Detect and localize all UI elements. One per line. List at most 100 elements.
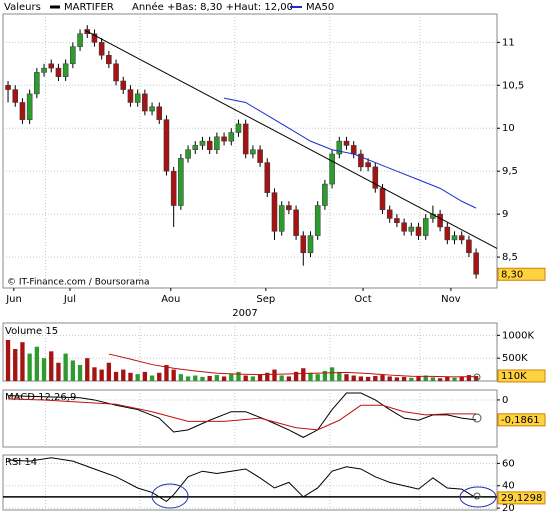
last-value-tag — [497, 413, 546, 427]
volume-bar — [229, 374, 234, 381]
candle-body — [142, 93, 148, 112]
volume-bar — [164, 365, 169, 381]
last-value-tag — [497, 491, 546, 505]
volume-bar — [221, 376, 227, 381]
volume-bar — [257, 374, 263, 381]
candle-body — [401, 222, 407, 232]
y-tick-label: 9 — [502, 209, 508, 220]
y-tick-label: 60 — [502, 458, 515, 469]
volume-bar — [243, 375, 248, 381]
volume-bar — [380, 375, 385, 381]
volume-bar — [193, 375, 198, 381]
y-tick-label: 0 — [502, 395, 508, 406]
candle-body — [26, 93, 33, 120]
volume-bar — [358, 376, 364, 381]
volume-bar — [135, 374, 140, 381]
volume-bar — [200, 376, 205, 381]
candle-body — [19, 102, 26, 120]
volume-bar — [394, 377, 400, 381]
volume-bar — [272, 369, 277, 381]
y-tick-label: 20 — [502, 503, 515, 512]
candle-body — [214, 136, 220, 150]
candle-body — [437, 213, 443, 228]
candle-body — [257, 149, 263, 163]
ma-line — [223, 97, 477, 209]
volume-bar — [416, 376, 421, 381]
legend-label: Valeurs — [4, 2, 41, 13]
candle-body — [322, 183, 328, 206]
candle-body — [329, 153, 335, 185]
candle-body — [250, 149, 256, 155]
candle-body — [178, 158, 184, 206]
candle-body — [221, 136, 227, 142]
volume-bar — [99, 369, 104, 381]
last-value-label: 110K — [501, 371, 527, 382]
marker-ring — [472, 413, 482, 423]
candle-body — [358, 153, 364, 168]
candle-body — [343, 140, 350, 146]
candle-body — [300, 235, 307, 254]
candle-body — [77, 33, 83, 47]
volume-bar — [13, 349, 18, 381]
x-tick-label: Jun — [5, 294, 22, 305]
candle-body — [98, 42, 105, 56]
last-value-tag — [497, 267, 546, 281]
volume-bar — [473, 375, 479, 381]
candle-body — [379, 188, 386, 211]
indicator-line — [8, 392, 477, 438]
volume-bar — [293, 371, 299, 381]
volume-bar — [185, 376, 191, 381]
x-tick-label: Aou — [161, 294, 180, 305]
candle-body — [106, 54, 112, 65]
x-tick-label: Jul — [63, 294, 76, 305]
candle-body — [408, 226, 415, 232]
candle-body — [293, 209, 299, 236]
y-tick-label: 10 — [502, 123, 515, 134]
candle-body — [336, 140, 343, 155]
volume-bar — [178, 374, 184, 381]
x-tick-label: Oct — [354, 294, 371, 305]
y-tick-label: 500K — [502, 353, 528, 364]
indicator-line — [8, 457, 477, 503]
x-tick-label: Nov — [441, 294, 461, 305]
volume-bar — [459, 376, 464, 381]
volume-bar — [236, 371, 241, 381]
volume-bar — [250, 376, 256, 381]
volume-bar — [373, 375, 378, 381]
candle-body — [365, 162, 371, 168]
volume-bar — [121, 369, 126, 381]
candle-body — [34, 72, 40, 95]
candle-body — [5, 85, 11, 90]
candle-body — [41, 67, 47, 73]
volume-bar — [365, 376, 371, 381]
highlight-ellipse — [151, 483, 189, 509]
candle-body — [170, 170, 177, 206]
volume-bar — [41, 358, 47, 381]
volume-bar — [171, 369, 176, 381]
panel-frame — [2, 454, 498, 511]
year-label: 2007 — [232, 308, 257, 319]
volume-bar — [56, 362, 61, 381]
plot-layer: 8,5 9 9,5 10 10,5 11 500K 1000K 0 20 40 60 Jun Jul Aou… — [2, 5, 546, 512]
candle-body — [444, 226, 451, 241]
volume-bar — [337, 371, 342, 381]
volume-bar — [113, 371, 119, 381]
candle-body — [286, 205, 292, 211]
volume-bar — [437, 378, 443, 381]
candle-body — [264, 162, 271, 193]
candle-body — [386, 209, 393, 219]
candle-body — [192, 145, 199, 150]
panel-frame — [2, 13, 498, 289]
y-tick-label: 11 — [502, 37, 515, 48]
volume-bar — [142, 371, 148, 381]
candle-body — [235, 123, 242, 133]
volume-bar — [92, 367, 97, 381]
legend-name: MARTIFER — [64, 2, 114, 13]
volume-bar — [34, 346, 40, 381]
candle-body — [70, 46, 76, 65]
candle-body — [242, 123, 249, 155]
x-tick-label: Sep — [256, 294, 275, 305]
volume-bar — [128, 372, 133, 381]
